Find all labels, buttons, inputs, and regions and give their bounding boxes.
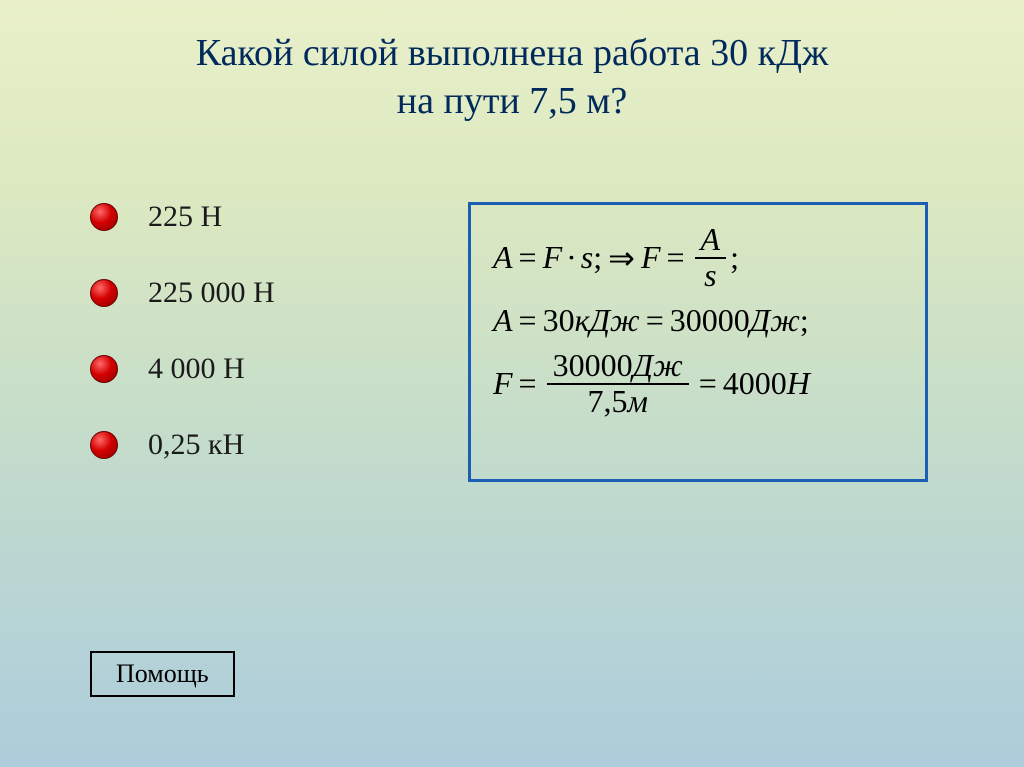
equals-sign: =	[519, 365, 537, 402]
title-line-2: на пути 7,5 м?	[397, 80, 627, 122]
fraction-den: s	[698, 259, 722, 293]
formula-row-1: A = F · s ; ⇒ F = A s ;	[493, 223, 907, 292]
var-F: F	[641, 239, 661, 276]
answer-option[interactable]: 225 000 Н	[90, 276, 275, 310]
var-A: A	[493, 302, 513, 339]
equals-sign: =	[646, 302, 664, 339]
solution-box: A = F · s ; ⇒ F = A s ; A = 30 кДж = 300…	[468, 202, 928, 482]
unit: Дж	[633, 347, 683, 383]
value: 30000	[553, 347, 633, 383]
dot-operator: ·	[566, 239, 577, 276]
equals-sign: =	[519, 302, 537, 339]
formula-row-3: F = 30000Дж 7,5м = 4000 Н	[493, 349, 907, 418]
question-title: Какой силой выполнена работа 30 кДж на п…	[0, 30, 1024, 125]
answer-label: 225 000 Н	[148, 276, 275, 310]
answer-option[interactable]: 4 000 Н	[90, 352, 275, 386]
help-button-label: Помощь	[116, 659, 209, 688]
value: 30	[543, 302, 575, 339]
unit: кДж	[575, 302, 640, 339]
semicolon: ;	[593, 239, 602, 276]
value: 4000	[723, 365, 787, 402]
answer-label: 4 000 Н	[148, 352, 245, 386]
radio-bullet-icon	[90, 355, 118, 383]
var-s: s	[581, 239, 593, 276]
value: 7,5	[587, 383, 627, 419]
radio-bullet-icon	[90, 279, 118, 307]
equals-sign: =	[519, 239, 537, 276]
radio-bullet-icon	[90, 203, 118, 231]
answer-option[interactable]: 0,25 кН	[90, 428, 275, 462]
equals-sign: =	[667, 239, 685, 276]
fraction-den: 7,5м	[581, 385, 653, 419]
unit: м	[627, 383, 647, 419]
fraction: 30000Дж 7,5м	[547, 349, 689, 418]
semicolon: ;	[800, 302, 809, 339]
value: 30000	[670, 302, 750, 339]
help-button[interactable]: Помощь	[90, 651, 235, 697]
var-F: F	[493, 365, 513, 402]
unit: Дж	[750, 302, 800, 339]
semicolon: ;	[730, 239, 739, 276]
answer-label: 0,25 кН	[148, 428, 244, 462]
title-line-1: Какой силой выполнена работа 30 кДж	[196, 32, 829, 74]
formula-row-2: A = 30 кДж = 30000 Дж ;	[493, 302, 907, 339]
var-A: A	[493, 239, 513, 276]
unit: Н	[787, 365, 810, 402]
fraction-num: A	[695, 223, 727, 257]
implies-arrow-icon: ⇒	[608, 239, 635, 277]
var-F: F	[543, 239, 563, 276]
answer-label: 225 Н	[148, 200, 222, 234]
answers-list: 225 Н 225 000 Н 4 000 Н 0,25 кН	[90, 200, 275, 504]
equals-sign: =	[699, 365, 717, 402]
fraction: A s	[695, 223, 727, 292]
radio-bullet-icon	[90, 431, 118, 459]
answer-option[interactable]: 225 Н	[90, 200, 275, 234]
fraction-num: 30000Дж	[547, 349, 689, 383]
